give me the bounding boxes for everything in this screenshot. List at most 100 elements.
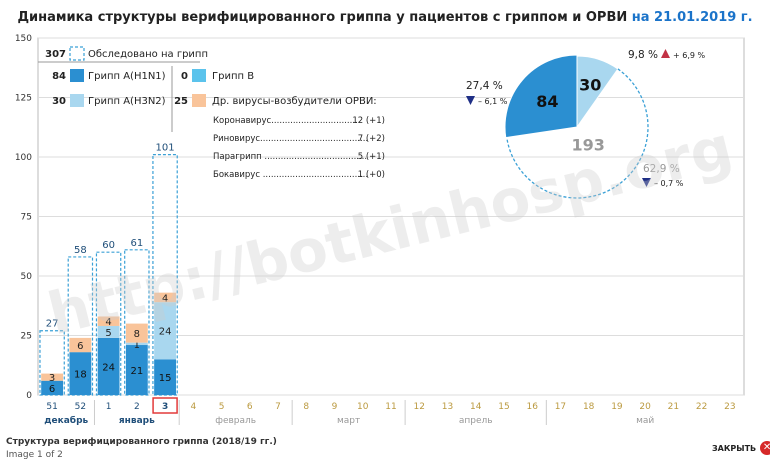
bar-segment-other (97, 316, 120, 326)
bar-segment-label: 18 (74, 370, 87, 381)
pie-slice-label: 84 (536, 92, 558, 111)
x-tick-label: 23 (724, 402, 735, 412)
x-tick-label: 2 (134, 402, 140, 412)
y-tick-label: 50 (21, 272, 33, 282)
bar-segment-other (154, 292, 177, 303)
x-tick-label: 15 (498, 402, 509, 412)
legend-swatch-b (192, 69, 206, 82)
legend-label: Грипп А(H1N1) (88, 71, 166, 82)
other-virus-name: Риновирус...............................… (213, 134, 368, 144)
y-tick-label: 0 (26, 391, 32, 401)
bar-segment-label: 6 (49, 384, 55, 395)
other-virus-value: 1 (+0) (358, 170, 385, 180)
bar-segment-label: 5 (105, 328, 111, 339)
y-tick-label: 25 (21, 332, 32, 342)
pie-pct-negative: 62,9 % (643, 163, 680, 175)
y-tick-label: 75 (21, 213, 32, 223)
month-label: март (337, 416, 360, 426)
x-tick-label: 17 (555, 402, 566, 412)
legend-value: 307 (45, 49, 66, 60)
legend-label: Грипп А(H3N2) (88, 96, 166, 107)
bar-segment-h3n2 (125, 342, 148, 346)
month-label: апрель (459, 416, 493, 426)
bar-segment-h1n1 (154, 359, 177, 395)
bar-segment-label: 21 (130, 366, 143, 377)
pie-slice-label: 30 (579, 75, 601, 94)
legend-swatch-other (192, 94, 206, 107)
month-label: февраль (215, 416, 256, 426)
legend-label: Обследовано на грипп (88, 49, 208, 60)
x-tick-label: 51 (46, 402, 57, 412)
bar-total-label: 60 (102, 240, 115, 251)
pie-delta-negative: – 0,7 % (654, 179, 684, 188)
x-tick-label: 13 (442, 402, 453, 412)
pie-slice-negative (506, 68, 649, 199)
legend: 307 Обследовано на грипп 84 Грипп А(H1N1) 30… (38, 46, 385, 180)
legend-value: 30 (52, 96, 66, 107)
bar-segment-other (41, 373, 64, 381)
legend-value: 0 (181, 71, 188, 82)
bar-total-label: 27 (46, 319, 59, 330)
other-virus-value: 7 (+2) (358, 134, 385, 144)
pie-delta-h1n1: – 6,1 % (478, 97, 508, 106)
x-tick-label: 7 (275, 402, 281, 412)
bar-total-label: 101 (156, 143, 175, 154)
month-label: декабрь (44, 415, 88, 426)
trend-down-icon (466, 96, 475, 105)
y-tick-label: 100 (15, 153, 32, 163)
other-virus-name: Коронавирус.............................… (213, 116, 360, 126)
other-virus-value: 12 (+1) (352, 116, 385, 126)
other-virus-name: Парагрипп ..............................… (213, 152, 367, 162)
close-label: ЗАКРЫТЬ (712, 443, 757, 453)
x-tick-label: 19 (611, 402, 623, 412)
watermark-text: http://botkinhosp.org (41, 113, 738, 349)
title-date: на 21.01.2019 г. (631, 10, 753, 25)
bar-segment-label: 15 (159, 373, 172, 384)
pie-slice-label: 193 (571, 135, 604, 154)
x-tick-label: 52 (75, 402, 86, 412)
bar-total-label: 61 (130, 238, 143, 249)
bar-total-label: 58 (74, 245, 87, 256)
bar-segment-label: 3 (49, 373, 55, 384)
legend-label: Др. вирусы-возбудители ОРВИ: (212, 96, 377, 107)
x-tick-label: 5 (219, 402, 225, 412)
bar-segment-h1n1 (97, 337, 120, 395)
bar-segment-label: 24 (102, 362, 115, 373)
y-tick-label: 150 (15, 34, 32, 44)
month-label: январь (119, 416, 155, 426)
x-tick-label: 8 (303, 402, 309, 412)
legend-swatch-h1n1 (70, 69, 84, 82)
bar-segment-h1n1 (125, 345, 148, 395)
image-caption: Структура верифицированного гриппа (2018… (6, 437, 277, 447)
close-button[interactable]: ЗАКРЫТЬ ✕ (712, 441, 770, 455)
current-week-marker (152, 397, 178, 414)
bar-segment-other (125, 323, 148, 343)
x-tick-label: 21 (668, 402, 679, 412)
title-main: Динамика структуры верифицированного гри… (17, 10, 632, 25)
bar-segment-label: 8 (134, 329, 140, 340)
bar-segment-label: 6 (77, 341, 83, 352)
watermark: http://botkinhosp.org (41, 113, 738, 349)
image-counter: Image 1 of 2 (6, 450, 63, 460)
trend-up-icon (661, 49, 670, 58)
x-tick-label: 6 (247, 402, 253, 412)
pie-delta-h3n2: + 6,9 % (673, 51, 706, 60)
bar-total-outline (95, 251, 122, 396)
legend-value: 84 (52, 71, 66, 82)
x-tick-label: 12 (414, 402, 425, 412)
x-tick-label: 10 (357, 402, 369, 412)
legend-swatch-h3n2 (70, 94, 84, 107)
x-tick-label: 14 (470, 402, 482, 412)
bar-total-outline (67, 256, 94, 396)
bar-segment-label: 24 (159, 327, 172, 338)
pie-pct-h1n1: 27,4 % (466, 80, 503, 92)
legend-label: Грипп В (212, 71, 254, 82)
other-virus-value: 5 (+1) (358, 152, 385, 162)
x-tick-label: 3 (162, 402, 168, 412)
y-tick-label: 125 (15, 94, 32, 104)
bar-segment-h1n1 (69, 352, 92, 395)
x-tick-label: 9 (332, 402, 338, 412)
